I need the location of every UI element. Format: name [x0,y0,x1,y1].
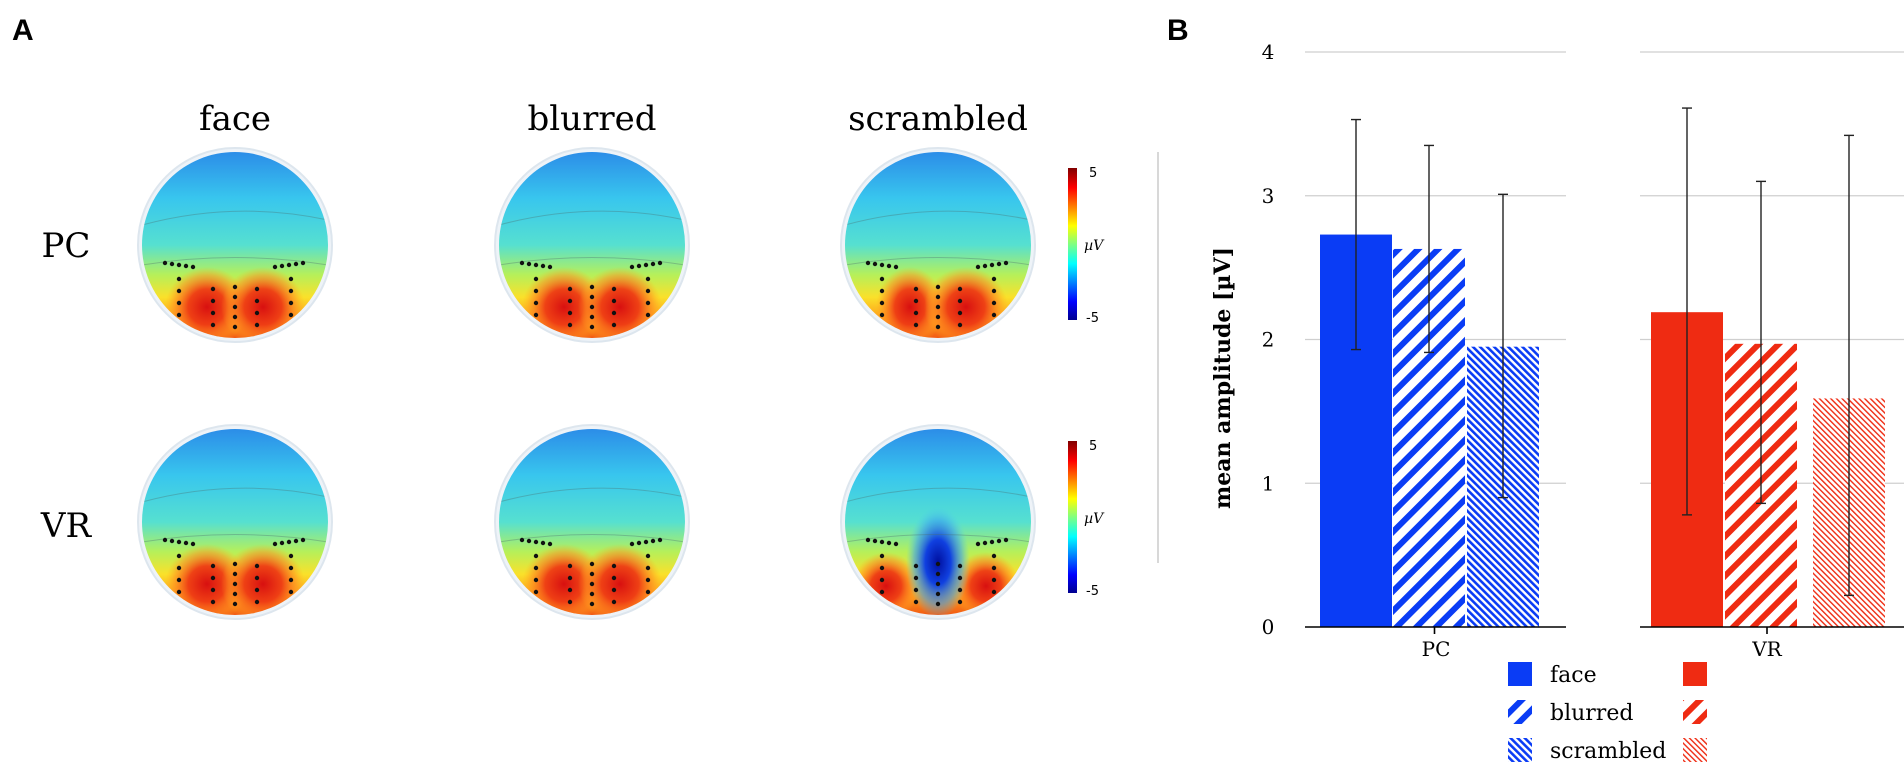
legend-label: scrambled [1550,739,1666,764]
colorbar-max-label: 5 [1089,439,1097,454]
legend-swatch-vr [1683,738,1707,762]
legend-swatch-pc [1508,662,1532,686]
legend-label: blurred [1550,701,1633,726]
colorbar-max-label: 5 [1089,166,1097,181]
error-bar-pc-blurred [1424,144,1434,354]
row-label-vr: VR [40,506,93,546]
colorbar-unit-label: µV [1084,238,1105,254]
y-tick-label: 0 [1262,615,1275,639]
y-tick-label: 4 [1262,40,1275,64]
bar-chart: 0 1 2 3 4 PC VR mean amplitude [µV] [1210,40,1904,661]
topomap-pc-blurred [494,147,690,343]
condition-label-scrambled: scrambled [848,99,1028,139]
error-bar-vr-face [1682,107,1692,516]
legend-swatch-pc [1508,738,1532,762]
x-tick-label-vr: VR [1751,637,1782,661]
legend-swatch-vr [1683,700,1707,724]
colorbar-min-label: -5 [1086,584,1099,599]
legend-item-scrambled: scrambled [1508,738,1707,764]
y-tick-label: 2 [1262,328,1275,352]
error-bar-vr-scrambled [1844,134,1854,597]
legend-item-blurred: blurred [1508,700,1707,726]
topomap-pc-scrambled [840,147,1036,343]
legend: face blurred scrambled [1508,662,1707,764]
colorbar-vr: 5 µV -5 [1068,439,1105,599]
colorbar-scale [1068,168,1077,320]
legend-item-face: face [1508,662,1707,688]
colorbar-scale [1068,441,1077,593]
topomap-vr-blurred [494,424,690,620]
topomap-grid [137,147,1036,620]
error-bar-pc-face [1351,118,1361,351]
y-tick-label: 1 [1262,471,1275,495]
x-tick-label-pc: PC [1422,637,1451,661]
panel-letter-b: B [1167,14,1189,47]
colorbar-min-label: -5 [1086,311,1099,326]
panel-letter-a: A [12,14,34,47]
topomap-pc-face [137,147,333,343]
error-bar-vr-blurred [1756,180,1766,505]
error-bar-pc-scrambled [1498,193,1508,499]
topomap-vr-face [137,424,333,620]
condition-label-face: face [199,99,271,139]
row-label-pc: PC [42,226,91,266]
topomap-vr-scrambled [840,424,1036,620]
legend-label: face [1550,663,1597,688]
colorbar-unit-label: µV [1084,511,1105,527]
legend-swatch-vr [1683,662,1707,686]
condition-label-blurred: blurred [528,99,657,139]
y-tick-label: 3 [1262,184,1275,208]
y-axis-label: mean amplitude [µV] [1210,247,1236,509]
legend-swatch-pc [1508,700,1532,724]
colorbar-pc: 5 µV -5 [1068,166,1105,326]
